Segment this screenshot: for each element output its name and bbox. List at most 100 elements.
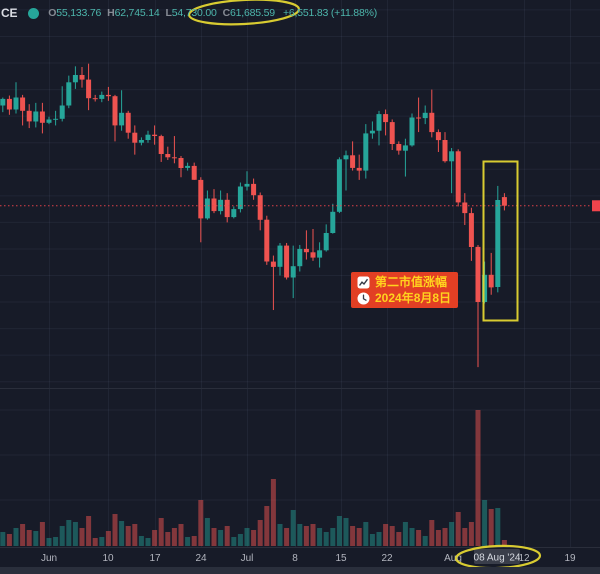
volume-bar — [330, 528, 336, 546]
candle-body — [317, 250, 323, 258]
event-callout[interactable]: 第二市值涨幅 2024年8月8日 — [351, 272, 459, 308]
volume-bar — [26, 530, 32, 546]
volume-bar — [488, 509, 494, 546]
candle-body — [211, 198, 217, 212]
candle-body — [112, 96, 118, 126]
candle-body — [224, 199, 230, 218]
volume-bar — [125, 526, 131, 546]
candle-body — [416, 117, 422, 119]
volume-bar — [218, 530, 224, 546]
candle-body — [323, 233, 329, 251]
callout-line-1: 第二市值涨幅 — [357, 275, 451, 289]
volume-bar — [422, 536, 428, 546]
legend-high: H62,745.14 — [107, 7, 160, 19]
volume-bar — [462, 528, 468, 546]
volume-bar — [376, 532, 382, 546]
volume-bar — [158, 518, 164, 546]
x-axis-label[interactable]: 8 — [292, 553, 298, 564]
candle-body — [284, 245, 290, 278]
volume-bar — [468, 522, 474, 546]
candle-body — [39, 111, 45, 123]
callout-text-2: 2024年8月8日 — [375, 291, 452, 305]
volume-bar — [20, 524, 26, 546]
candle-body — [13, 97, 19, 110]
volume-bar — [244, 528, 250, 546]
volume-bar — [105, 531, 111, 546]
volume-bar — [59, 526, 65, 546]
symbol-text-fragment: CE — [1, 6, 18, 20]
x-axis-label[interactable]: 15 — [335, 553, 347, 564]
candle-body — [376, 114, 382, 131]
volume-bar — [442, 528, 448, 546]
x-axis-label[interactable]: 10 — [102, 553, 114, 564]
volume-bar — [112, 514, 118, 546]
volume-bar — [310, 524, 316, 546]
candle-body — [396, 144, 402, 151]
candle-body — [310, 252, 316, 258]
candle-body — [244, 183, 250, 187]
volume-bar — [13, 528, 19, 546]
volume-bar — [356, 528, 362, 546]
x-axis-label[interactable]: 24 — [195, 553, 207, 564]
candle-body — [435, 132, 441, 141]
candle-body — [79, 75, 85, 80]
candle-body — [455, 151, 461, 203]
bottom-strip — [0, 567, 600, 574]
candle-body — [46, 119, 52, 123]
candle-body — [185, 165, 191, 168]
volume-bar — [171, 528, 177, 546]
volume-bar — [501, 540, 507, 546]
candle-body — [66, 82, 72, 106]
volume-bar — [79, 528, 85, 546]
volume-bar — [284, 528, 290, 546]
volume-bar — [99, 537, 105, 546]
volume-bar — [416, 530, 422, 546]
candle-body — [277, 245, 283, 267]
candle-body — [303, 248, 309, 253]
candle-body — [264, 219, 270, 262]
callout-line-2: 2024年8月8日 — [357, 291, 451, 305]
volume-bar — [277, 524, 283, 546]
candle-body — [369, 130, 375, 134]
candle-body — [409, 117, 415, 146]
candle-body — [165, 154, 171, 158]
volume-bar — [389, 526, 395, 546]
x-axis-label[interactable]: Aug — [444, 553, 462, 564]
x-axis-label[interactable]: 17 — [149, 553, 161, 564]
candle-body — [99, 94, 105, 99]
legend: CE O55,133.76 H62,745.14 L54,730.00 C61,… — [0, 5, 377, 21]
candle-body — [442, 140, 448, 162]
clock-emoji-icon — [357, 292, 370, 304]
candle-body — [363, 133, 369, 171]
volume-bar — [72, 522, 78, 546]
volume-bar — [191, 536, 197, 546]
volume-bar — [455, 512, 461, 546]
volume-bar — [363, 522, 369, 546]
candle-body — [475, 246, 481, 302]
candle-body — [462, 202, 468, 214]
volume-bar — [138, 536, 144, 546]
volume-bar — [409, 528, 415, 546]
candle-body — [132, 132, 138, 143]
volume-bar — [495, 508, 501, 546]
candle-body — [350, 155, 356, 168]
volume-bar — [152, 530, 158, 546]
x-axis-label[interactable]: 19 — [564, 553, 576, 564]
candle-body — [198, 179, 204, 219]
volume-bar — [429, 520, 435, 546]
volume-bar — [369, 534, 375, 546]
candle-body — [59, 105, 65, 119]
volume-bar — [323, 532, 329, 546]
candle-body — [171, 157, 177, 159]
candle-body — [26, 110, 32, 122]
x-axis-label[interactable]: 22 — [381, 553, 393, 564]
candle-body — [72, 75, 78, 83]
x-axis-label[interactable]: Jun — [41, 553, 57, 564]
chart-emoji-icon — [357, 276, 370, 288]
legend-close: C61,685.59 — [222, 7, 276, 19]
volume-bar — [0, 532, 6, 546]
volume-bar — [297, 524, 303, 546]
volume-bar — [251, 530, 257, 546]
x-axis-label[interactable]: Jul — [241, 553, 254, 564]
